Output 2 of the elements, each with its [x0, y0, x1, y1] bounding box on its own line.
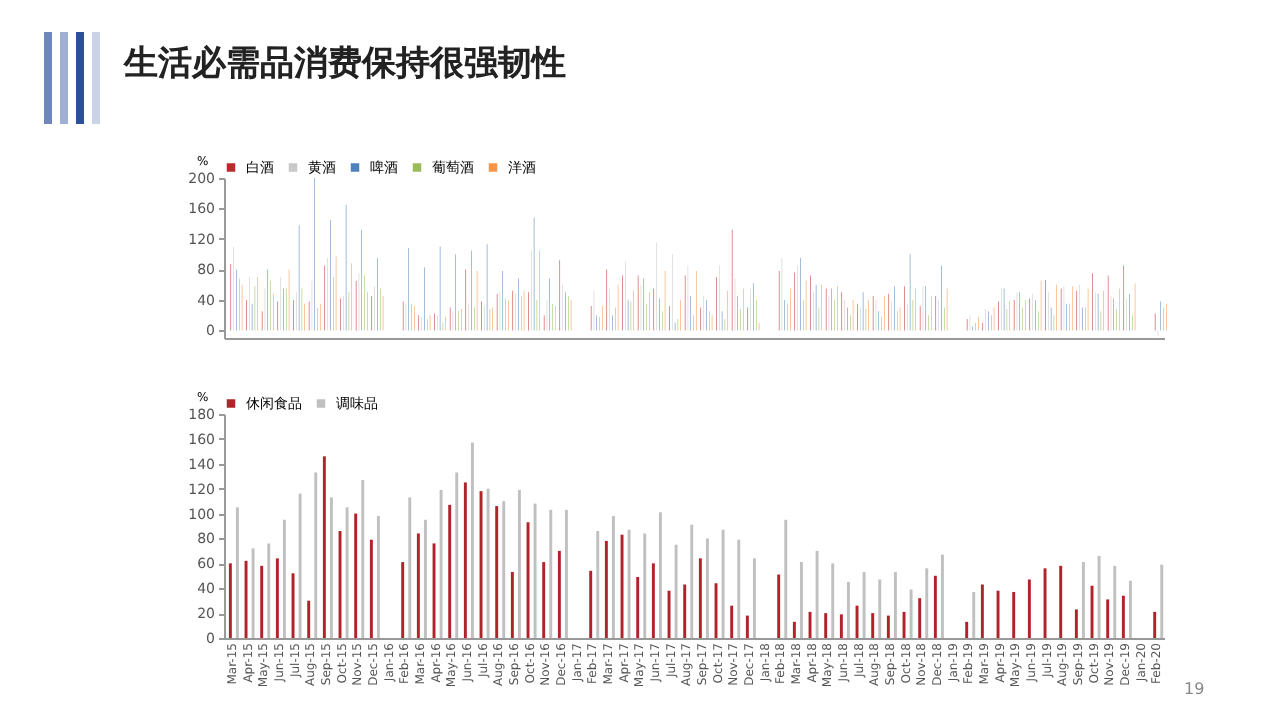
- chart-title: 生活必需品消费保持很强韧性: [124, 42, 566, 86]
- text: 19: [1184, 680, 1205, 698]
